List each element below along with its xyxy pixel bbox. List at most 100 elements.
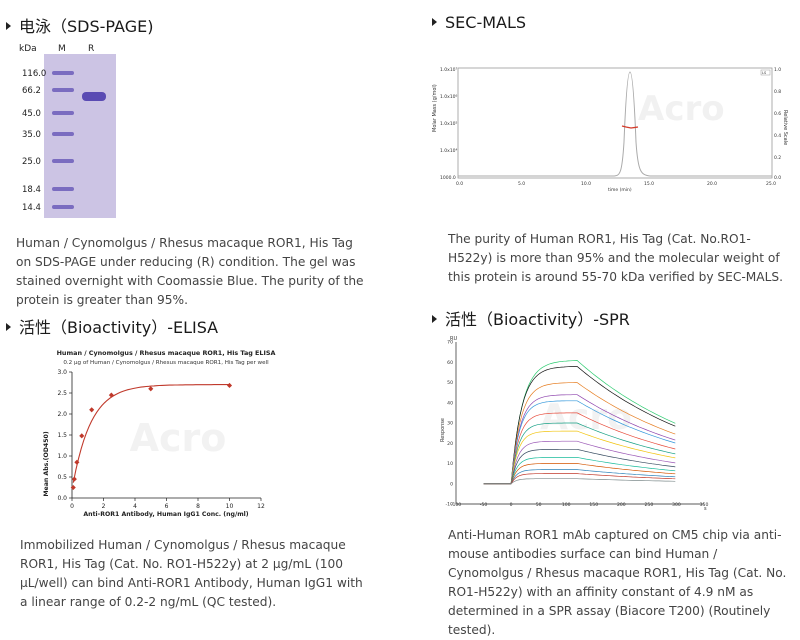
elisa-xlabel: Anti-ROR1 Antibody, Human IgG1 Conc. (ng… bbox=[83, 511, 248, 518]
sec-ylabel: Molar Mass (g/mol) bbox=[432, 84, 438, 132]
marker-18: 18.4 bbox=[22, 185, 41, 195]
spr-curve bbox=[483, 412, 676, 485]
sec-ytick2: 0.6 bbox=[774, 111, 781, 117]
elisa-ytick-label: 3.0 bbox=[57, 369, 67, 376]
sec-ytick: 1.0x10⁷ bbox=[440, 67, 458, 73]
sec-xlabel: time (min) bbox=[608, 187, 632, 193]
sec-xtick: 25.0 bbox=[766, 181, 776, 187]
gel-lane-r-label: R bbox=[88, 44, 94, 54]
sds-page-description: Human / Cynomolgus / Rhesus macaque ROR1… bbox=[16, 236, 364, 307]
sec-ytick2: 0.2 bbox=[774, 155, 781, 161]
sec-ylabel2: Relative Scale bbox=[782, 110, 788, 145]
spr-curve bbox=[483, 400, 676, 485]
elisa-ytick-label: 1.5 bbox=[57, 432, 67, 439]
elisa-xtick-label: 4 bbox=[133, 503, 137, 510]
sec-ytick2: 0.8 bbox=[774, 89, 781, 95]
elisa-xtick-label: 12 bbox=[257, 503, 265, 510]
svg-text:Acro: Acro bbox=[130, 416, 227, 460]
elisa-subtitle: 0.2 μg of Human / Cynomolgus / Rhesus ma… bbox=[63, 360, 269, 366]
sec-ytick: 1.0x10⁶ bbox=[440, 94, 458, 100]
spr-xtick-label: 350 bbox=[700, 502, 709, 508]
elisa-data-point bbox=[79, 433, 85, 439]
spr-curve bbox=[483, 463, 676, 485]
spr-ytick-label: 20 bbox=[447, 441, 453, 447]
spr-ytick-label: -10 bbox=[445, 502, 453, 508]
spr-curve bbox=[483, 473, 676, 485]
sec-xtick: 20.0 bbox=[707, 181, 717, 187]
bullet-icon bbox=[6, 322, 11, 331]
elisa-ylabel: Mean Abs.(OD450) bbox=[43, 431, 50, 496]
spr-ytick-label: 30 bbox=[447, 421, 453, 427]
sec-ytick: 1.0x10⁴ bbox=[440, 148, 458, 154]
sec-ytick2: 0.0 bbox=[774, 175, 781, 181]
marker-14: 14.4 bbox=[22, 203, 41, 213]
elisa-xtick-label: 10 bbox=[226, 503, 234, 510]
sds-page-heading: 电泳（SDS-PAGE) bbox=[6, 13, 153, 37]
marker-116: 116.0 bbox=[22, 69, 46, 79]
sec-ytick: 1000.0 bbox=[440, 175, 456, 181]
elisa-title: Human / Cynomolgus / Rhesus macaque ROR1… bbox=[57, 349, 276, 357]
spr-curve bbox=[483, 440, 676, 485]
sec-mals-description: The purity of Human ROR1, His Tag (Cat. … bbox=[448, 232, 784, 284]
spr-xtick-label: 0 bbox=[510, 502, 513, 508]
bullet-icon bbox=[6, 21, 11, 30]
spr-xtick-label: 250 bbox=[644, 502, 653, 508]
spr-xtick-label: 50 bbox=[536, 502, 542, 508]
elisa-ytick-label: 0.5 bbox=[57, 474, 67, 481]
sds-page-gel-image: kDa M R 116.0 66.2 45.0 35.0 25.0 18.4 1… bbox=[16, 40, 116, 218]
sec-ytick2: 0.4 bbox=[774, 133, 781, 139]
spr-ytick-label: 10 bbox=[447, 461, 453, 467]
gel-lane-m-label: M bbox=[58, 44, 66, 54]
elisa-data-point bbox=[71, 476, 77, 482]
sec-ytick2: 1.0 bbox=[774, 67, 781, 73]
spr-curve bbox=[483, 394, 676, 485]
spr-ytick-label: 50 bbox=[447, 380, 453, 386]
sec-mals-heading: SEC-MALS bbox=[432, 13, 526, 32]
elisa-heading: 活性（Bioactivity）-ELISA bbox=[6, 314, 218, 338]
elisa-data-point bbox=[74, 459, 80, 465]
elisa-xtick-label: 8 bbox=[196, 503, 200, 510]
elisa-xtick-label: 2 bbox=[102, 503, 106, 510]
sec-xtick: 0.0 bbox=[456, 181, 463, 187]
sec-mals-plot: Acro Molar Mass (g/mol) Relative Scale 1… bbox=[428, 62, 788, 194]
gel-kda-label: kDa bbox=[19, 44, 37, 54]
elisa-ytick-label: 2.0 bbox=[57, 411, 67, 418]
spr-curve bbox=[483, 422, 676, 485]
elisa-ytick-label: 1.0 bbox=[57, 453, 67, 460]
elisa-data-point bbox=[89, 407, 95, 413]
spr-ytick-label: 70 bbox=[447, 340, 453, 346]
spr-xtick-label: 300 bbox=[672, 502, 681, 508]
sec-xtick: 5.0 bbox=[518, 181, 525, 187]
spr-curve bbox=[483, 457, 676, 485]
bullet-icon bbox=[432, 314, 437, 323]
spr-curve bbox=[483, 430, 676, 485]
spr-curve bbox=[483, 366, 676, 485]
spr-ytick-label: 40 bbox=[447, 400, 453, 406]
spr-heading: 活性（Bioactivity）-SPR bbox=[432, 306, 630, 330]
spr-curve bbox=[483, 360, 676, 485]
elisa-data-point bbox=[148, 386, 154, 392]
marker-45: 45.0 bbox=[22, 109, 41, 119]
sec-mass-trace bbox=[621, 125, 639, 129]
spr-curve bbox=[483, 382, 676, 485]
elisa-description: Immobilized Human / Cynomolgus / Rhesus … bbox=[20, 538, 363, 609]
svg-text:Acro: Acro bbox=[638, 89, 725, 129]
spr-ylabel: Response bbox=[440, 418, 446, 442]
spr-xunit: s bbox=[704, 506, 707, 512]
sec-xtick: 15.0 bbox=[644, 181, 654, 187]
spr-curve bbox=[483, 469, 676, 485]
elisa-chart: Acro Human / Cynomolgus / Rhesus macaque… bbox=[28, 346, 278, 526]
elisa-data-point bbox=[70, 484, 76, 491]
spr-ytick-label: 60 bbox=[447, 360, 453, 366]
spr-plot: Acro RU Response s -100 -50 0 50 100 150 200 25… bbox=[436, 334, 720, 512]
spr-xtick-label: 150 bbox=[589, 502, 598, 508]
sec-legend: LS bbox=[762, 71, 767, 75]
bullet-icon bbox=[432, 17, 437, 26]
elisa-xtick-label: 6 bbox=[165, 503, 169, 510]
sec-xtick: 10.0 bbox=[581, 181, 591, 187]
marker-66: 66.2 bbox=[22, 86, 41, 96]
elisa-data-point bbox=[108, 392, 114, 398]
spr-xtick-label: 100 bbox=[562, 502, 571, 508]
spr-xtick-label: 200 bbox=[617, 502, 626, 508]
elisa-ytick-label: 2.5 bbox=[57, 390, 67, 397]
